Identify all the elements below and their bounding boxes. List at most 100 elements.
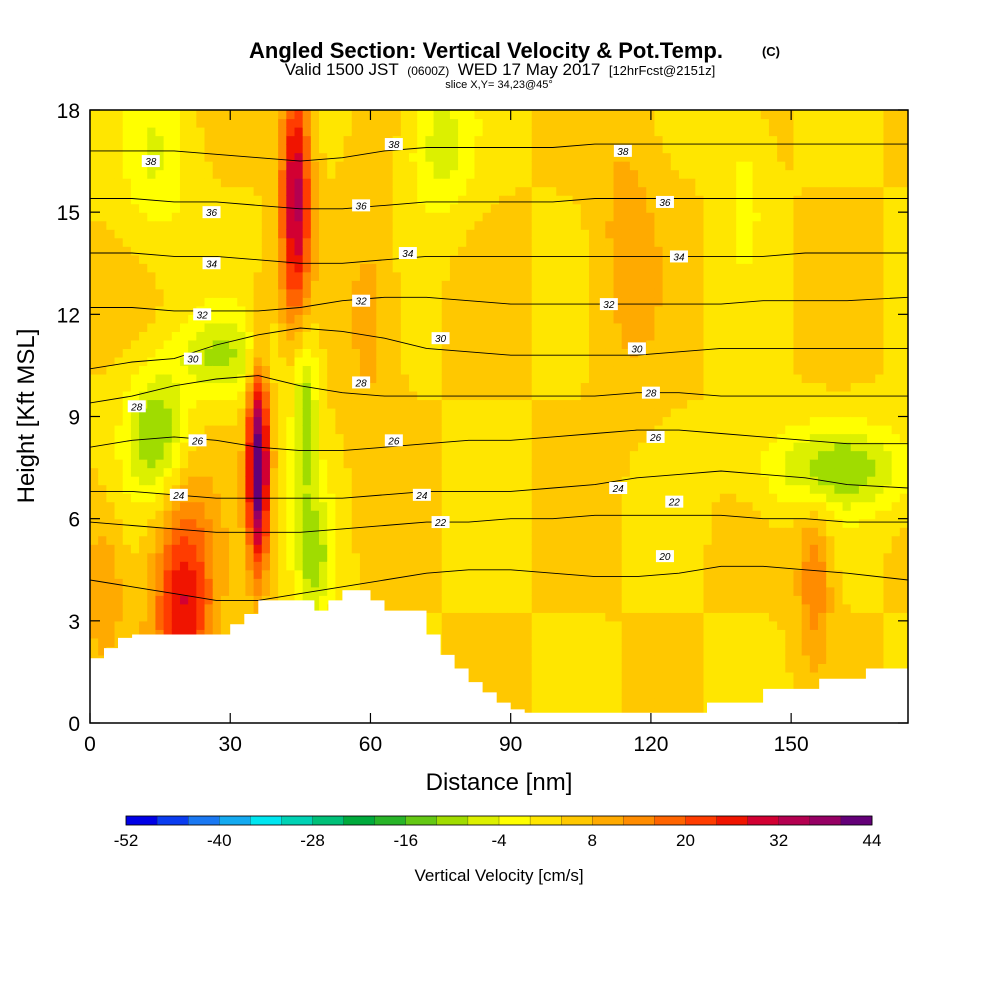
velocity-cell	[564, 544, 574, 554]
velocity-cell	[286, 195, 296, 205]
velocity-cell	[261, 152, 271, 162]
velocity-cell	[613, 110, 623, 120]
velocity-cell	[646, 663, 656, 673]
velocity-cell	[441, 356, 451, 367]
velocity-cell	[580, 169, 590, 179]
velocity-cell	[384, 263, 394, 273]
velocity-cell	[139, 416, 148, 426]
velocity-cell	[139, 476, 148, 486]
velocity-cell	[212, 578, 222, 588]
velocity-cell	[204, 135, 214, 145]
velocity-cell	[278, 322, 287, 332]
velocity-cell	[548, 510, 557, 520]
velocity-cell	[621, 220, 631, 230]
velocity-cell	[294, 348, 304, 358]
velocity-cell	[179, 220, 189, 230]
velocity-cell	[458, 186, 467, 196]
velocity-cell	[531, 246, 541, 256]
velocity-cell	[114, 322, 124, 332]
velocity-cell	[147, 476, 157, 486]
velocity-cell	[90, 425, 99, 435]
velocity-cell	[212, 467, 222, 477]
velocity-cell	[539, 476, 549, 486]
velocity-cell	[556, 288, 566, 298]
velocity-cell	[597, 416, 606, 426]
velocity-cell	[646, 578, 656, 588]
velocity-cell	[179, 407, 189, 418]
velocity-cell	[220, 629, 230, 639]
velocity-cell	[392, 510, 402, 520]
velocity-cell	[237, 365, 247, 375]
velocity-cell	[384, 425, 394, 435]
velocity-cell	[482, 390, 492, 401]
velocity-cell	[515, 493, 525, 503]
velocity-cell	[343, 501, 353, 511]
velocity-cell	[278, 144, 287, 154]
velocity-cell	[580, 569, 590, 579]
velocity-cell	[106, 586, 116, 596]
velocity-cell	[417, 578, 426, 588]
velocity-cell	[531, 373, 541, 384]
velocity-cell	[638, 697, 647, 707]
velocity-cell	[310, 263, 320, 273]
velocity-cell	[433, 127, 443, 137]
velocity-cell	[523, 646, 533, 656]
velocity-cell	[245, 425, 255, 435]
velocity-cell	[204, 561, 214, 571]
velocity-cell	[580, 680, 590, 690]
velocity-cell	[466, 425, 476, 435]
velocity-cell	[646, 527, 656, 537]
velocity-cell	[458, 569, 467, 579]
velocity-cell	[515, 620, 525, 630]
velocity-cell	[327, 510, 336, 520]
velocity-cell	[130, 425, 140, 435]
velocity-cell	[499, 527, 508, 537]
velocity-cell	[114, 399, 124, 409]
velocity-cell	[179, 331, 189, 341]
velocity-cell	[351, 527, 361, 537]
velocity-cell	[278, 493, 287, 503]
velocity-cell	[278, 459, 287, 469]
velocity-cell	[245, 220, 255, 230]
velocity-cell	[147, 433, 157, 443]
velocity-cell	[646, 671, 656, 682]
velocity-cell	[376, 220, 386, 230]
velocity-cell	[106, 118, 116, 128]
velocity-cell	[646, 331, 656, 341]
velocity-cell	[531, 416, 541, 426]
velocity-cell	[351, 544, 361, 554]
velocity-cell	[474, 237, 484, 247]
velocity-cell	[580, 161, 590, 171]
velocity-cell	[237, 501, 247, 511]
velocity-cell	[188, 203, 197, 213]
velocity-cell	[564, 637, 574, 647]
velocity-cell	[188, 246, 197, 256]
velocity-cell	[580, 263, 590, 273]
velocity-cell	[409, 442, 418, 452]
velocity-cell	[646, 271, 656, 281]
velocity-cell	[179, 569, 189, 579]
velocity-cell	[237, 595, 247, 605]
velocity-cell	[114, 476, 124, 486]
velocity-cell	[171, 407, 181, 418]
velocity-cell	[392, 535, 402, 545]
velocity-cell	[572, 476, 582, 486]
velocity-cell	[114, 212, 124, 222]
velocity-cell	[351, 459, 361, 469]
velocity-cell	[302, 195, 312, 205]
velocity-cell	[400, 127, 410, 137]
velocity-cell	[564, 237, 574, 247]
velocity-cell	[179, 552, 189, 562]
velocity-cell	[90, 271, 99, 281]
velocity-cell	[507, 203, 516, 213]
velocity-cell	[572, 373, 582, 384]
velocity-cell	[106, 595, 116, 605]
velocity-cell	[507, 544, 516, 554]
velocity-cell	[629, 186, 639, 196]
velocity-cell	[531, 322, 541, 332]
velocity-cell	[638, 212, 647, 222]
velocity-cell	[155, 110, 165, 120]
velocity-cell	[212, 620, 222, 630]
velocity-cell	[139, 552, 148, 562]
velocity-cell	[229, 561, 238, 571]
